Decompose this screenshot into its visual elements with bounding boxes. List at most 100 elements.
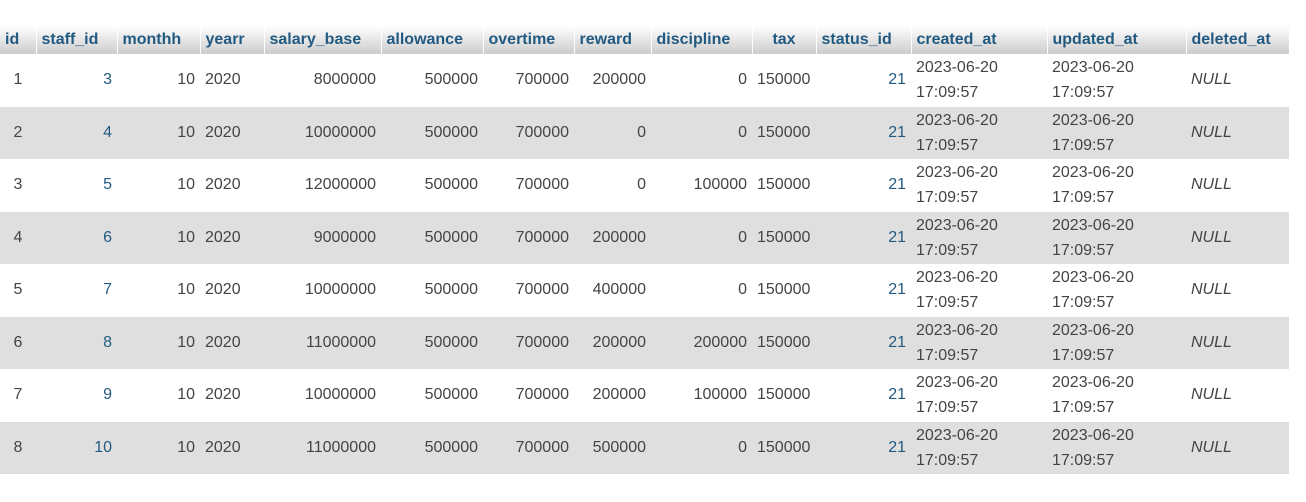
- cell-deleted-at[interactable]: NULL: [1186, 316, 1289, 369]
- cell-created-at[interactable]: 2023-06-20 17:09:57: [911, 369, 1047, 422]
- column-header-tax[interactable]: tax: [752, 26, 817, 54]
- cell-updated-at[interactable]: 2023-06-20 17:09:57: [1047, 264, 1186, 317]
- cell-yearr[interactable]: 2020: [200, 106, 264, 159]
- cell-yearr[interactable]: 2020: [200, 316, 264, 369]
- cell-created-at[interactable]: 2023-06-20 17:09:57: [911, 316, 1047, 369]
- cell-staff-id-link[interactable]: 4: [103, 123, 112, 141]
- cell-updated-at[interactable]: 2023-06-20 17:09:57: [1047, 369, 1186, 422]
- cell-created-at[interactable]: 2023-06-20 17:09:57: [911, 106, 1047, 159]
- cell-id[interactable]: 5: [0, 264, 36, 317]
- cell-id[interactable]: 3: [0, 159, 36, 212]
- cell-monthh[interactable]: 10: [117, 421, 200, 474]
- cell-monthh[interactable]: 10: [117, 106, 200, 159]
- cell-deleted-at[interactable]: NULL: [1186, 159, 1289, 212]
- column-header-overtime[interactable]: overtime: [483, 26, 575, 54]
- column-header-id[interactable]: id: [0, 26, 37, 54]
- cell-monthh[interactable]: 10: [117, 54, 200, 107]
- cell-overtime[interactable]: 700000: [483, 316, 574, 369]
- cell-overtime[interactable]: 700000: [483, 211, 574, 264]
- cell-updated-at[interactable]: 2023-06-20 17:09:57: [1047, 106, 1186, 159]
- cell-reward[interactable]: 400000: [574, 264, 651, 317]
- cell-overtime[interactable]: 700000: [483, 159, 574, 212]
- cell-status-id-link[interactable]: 21: [888, 438, 906, 456]
- cell-reward[interactable]: 200000: [574, 369, 651, 422]
- cell-status-id-link[interactable]: 21: [888, 386, 906, 404]
- cell-salary-base[interactable]: 10000000: [264, 369, 381, 422]
- cell-id[interactable]: 4: [0, 211, 36, 264]
- cell-allowance[interactable]: 500000: [381, 316, 483, 369]
- cell-created-at[interactable]: 2023-06-20 17:09:57: [911, 264, 1047, 317]
- cell-yearr[interactable]: 2020: [200, 421, 264, 474]
- table-row[interactable]: 2 4 10 2020 10000000 500000 700000 0 0 150000 21 20…: [0, 106, 1289, 159]
- cell-reward[interactable]: 0: [574, 159, 651, 212]
- table-row[interactable]: 6 8 10 2020 11000000 500000 700000 200000 200000…: [0, 316, 1289, 369]
- cell-updated-at[interactable]: 2023-06-20 17:09:57: [1047, 316, 1186, 369]
- cell-salary-base[interactable]: 10000000: [264, 106, 381, 159]
- cell-yearr[interactable]: 2020: [200, 369, 264, 422]
- column-header-reward[interactable]: reward: [574, 26, 652, 54]
- cell-status-id-link[interactable]: 21: [888, 333, 906, 351]
- cell-allowance[interactable]: 500000: [381, 264, 483, 317]
- cell-yearr[interactable]: 2020: [200, 54, 264, 107]
- cell-allowance[interactable]: 500000: [381, 211, 483, 264]
- table-row[interactable]: 3 5 10 2020 12000000 500000 700000 0 100000 15000…: [0, 159, 1289, 212]
- table-row[interactable]: 7 9 10 2020 10000000 500000 700000 200000 100000…: [0, 369, 1289, 422]
- cell-tax[interactable]: 150000: [752, 54, 816, 107]
- cell-status-id-link[interactable]: 21: [888, 176, 906, 194]
- column-header-yearr[interactable]: yearr: [200, 26, 265, 54]
- cell-id[interactable]: 6: [0, 316, 36, 369]
- column-header-salary-base[interactable]: salary_base: [264, 26, 382, 54]
- cell-allowance[interactable]: 500000: [381, 159, 483, 212]
- cell-salary-base[interactable]: 12000000: [264, 159, 381, 212]
- cell-overtime[interactable]: 700000: [483, 264, 574, 317]
- cell-salary-base[interactable]: 8000000: [264, 54, 381, 107]
- cell-salary-base[interactable]: 9000000: [264, 211, 381, 264]
- cell-yearr[interactable]: 2020: [200, 211, 264, 264]
- table-row[interactable]: 5 7 10 2020 10000000 500000 700000 400000 0 15000…: [0, 264, 1289, 317]
- cell-updated-at[interactable]: 2023-06-20 17:09:57: [1047, 159, 1186, 212]
- cell-id[interactable]: 1: [0, 54, 36, 107]
- cell-updated-at[interactable]: 2023-06-20 17:09:57: [1047, 54, 1186, 107]
- cell-tax[interactable]: 150000: [752, 369, 816, 422]
- table-row[interactable]: 8 10 10 2020 11000000 500000 700000 500000 0 1500…: [0, 421, 1289, 474]
- cell-discipline[interactable]: 100000: [651, 159, 752, 212]
- cell-created-at[interactable]: 2023-06-20 17:09:57: [911, 421, 1047, 474]
- cell-created-at[interactable]: 2023-06-20 17:09:57: [911, 54, 1047, 107]
- cell-staff-id-link[interactable]: 5: [103, 176, 112, 194]
- column-header-allowance[interactable]: allowance: [381, 26, 484, 54]
- cell-deleted-at[interactable]: NULL: [1186, 264, 1289, 317]
- cell-discipline[interactable]: 0: [651, 211, 752, 264]
- cell-tax[interactable]: 150000: [752, 421, 816, 474]
- cell-monthh[interactable]: 10: [117, 159, 200, 212]
- cell-salary-base[interactable]: 11000000: [264, 421, 381, 474]
- cell-discipline[interactable]: 200000: [651, 316, 752, 369]
- cell-updated-at[interactable]: 2023-06-20 17:09:57: [1047, 211, 1186, 264]
- column-header-deleted-at[interactable]: deleted_at: [1186, 26, 1290, 54]
- table-row[interactable]: 4 6 10 2020 9000000 500000 700000 200000 0 150000…: [0, 211, 1289, 264]
- cell-reward[interactable]: 0: [574, 106, 651, 159]
- cell-deleted-at[interactable]: NULL: [1186, 211, 1289, 264]
- cell-staff-id-link[interactable]: 7: [103, 281, 112, 299]
- cell-reward[interactable]: 500000: [574, 421, 651, 474]
- cell-monthh[interactable]: 10: [117, 264, 200, 317]
- cell-tax[interactable]: 150000: [752, 159, 816, 212]
- cell-monthh[interactable]: 10: [117, 316, 200, 369]
- cell-discipline[interactable]: 100000: [651, 369, 752, 422]
- cell-id[interactable]: 7: [0, 369, 36, 422]
- cell-deleted-at[interactable]: NULL: [1186, 106, 1289, 159]
- cell-id[interactable]: 8: [0, 421, 36, 474]
- cell-allowance[interactable]: 500000: [381, 106, 483, 159]
- cell-deleted-at[interactable]: NULL: [1186, 54, 1289, 107]
- cell-tax[interactable]: 150000: [752, 106, 816, 159]
- table-row[interactable]: 1 3 10 2020 8000000 500000 700000 200000 0 150000…: [0, 54, 1289, 107]
- cell-staff-id-link[interactable]: 9: [103, 386, 112, 404]
- cell-staff-id-link[interactable]: 3: [103, 71, 112, 89]
- column-header-monthh[interactable]: monthh: [117, 26, 201, 54]
- cell-overtime[interactable]: 700000: [483, 106, 574, 159]
- cell-created-at[interactable]: 2023-06-20 17:09:57: [911, 211, 1047, 264]
- cell-staff-id-link[interactable]: 8: [103, 333, 112, 351]
- cell-status-id-link[interactable]: 21: [888, 228, 906, 246]
- cell-yearr[interactable]: 2020: [200, 264, 264, 317]
- cell-discipline[interactable]: 0: [651, 264, 752, 317]
- cell-staff-id-link[interactable]: 10: [94, 438, 112, 456]
